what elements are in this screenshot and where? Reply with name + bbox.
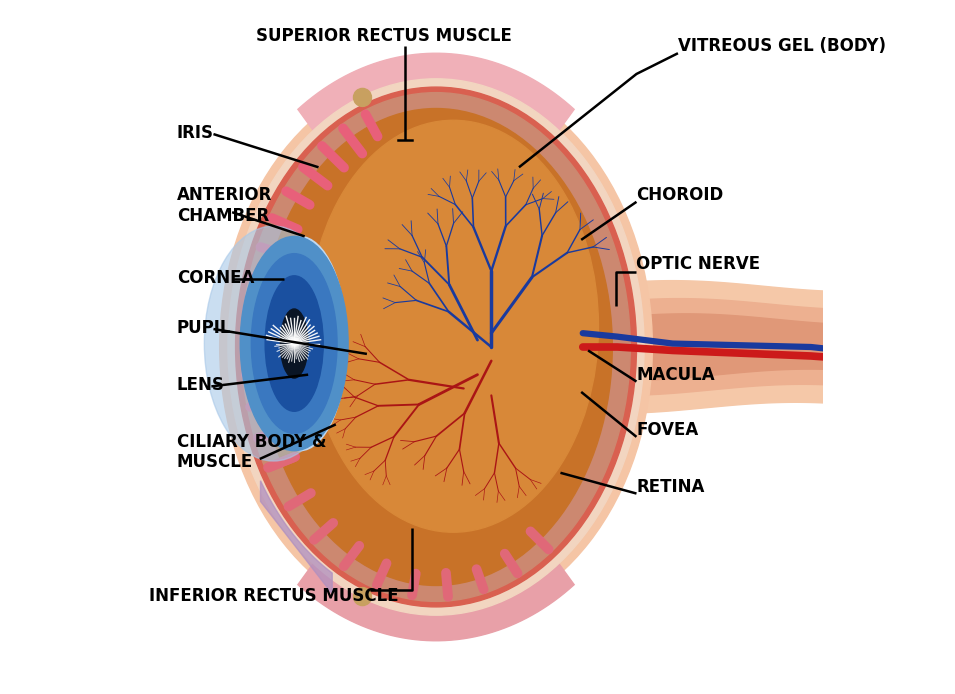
Ellipse shape <box>308 120 599 532</box>
Ellipse shape <box>236 87 636 607</box>
Ellipse shape <box>220 71 652 623</box>
Ellipse shape <box>253 237 347 450</box>
Text: CILIARY BODY &
MUSCLE: CILIARY BODY & MUSCLE <box>177 432 327 471</box>
Text: IRIS: IRIS <box>177 124 214 142</box>
Text: MACULA: MACULA <box>636 366 715 384</box>
Polygon shape <box>298 53 574 131</box>
Text: RETINA: RETINA <box>636 477 705 496</box>
Circle shape <box>353 88 371 106</box>
Ellipse shape <box>265 276 323 412</box>
Circle shape <box>353 588 371 606</box>
Text: LENS: LENS <box>177 376 224 394</box>
Text: VITREOUS GEL (BODY): VITREOUS GEL (BODY) <box>678 37 886 56</box>
Polygon shape <box>588 298 837 396</box>
Text: CORNEA: CORNEA <box>177 269 254 287</box>
Ellipse shape <box>242 92 630 602</box>
Ellipse shape <box>204 226 343 461</box>
Polygon shape <box>298 563 574 641</box>
Polygon shape <box>582 280 837 414</box>
Ellipse shape <box>241 237 349 450</box>
Polygon shape <box>596 314 837 380</box>
Text: ANTERIOR
CHAMBER: ANTERIOR CHAMBER <box>177 186 272 225</box>
Text: FOVEA: FOVEA <box>636 421 699 439</box>
Ellipse shape <box>260 108 612 586</box>
Text: CHOROID: CHOROID <box>636 186 724 204</box>
Text: SUPERIOR RECTUS MUSCLE: SUPERIOR RECTUS MUSCLE <box>256 27 512 45</box>
Ellipse shape <box>281 309 308 378</box>
Text: PUPIL: PUPIL <box>177 319 231 337</box>
Ellipse shape <box>228 79 644 615</box>
Polygon shape <box>261 481 332 594</box>
Text: INFERIOR RECTUS MUSCLE: INFERIOR RECTUS MUSCLE <box>149 587 399 605</box>
Ellipse shape <box>251 254 337 433</box>
Text: OPTIC NERVE: OPTIC NERVE <box>636 255 760 273</box>
